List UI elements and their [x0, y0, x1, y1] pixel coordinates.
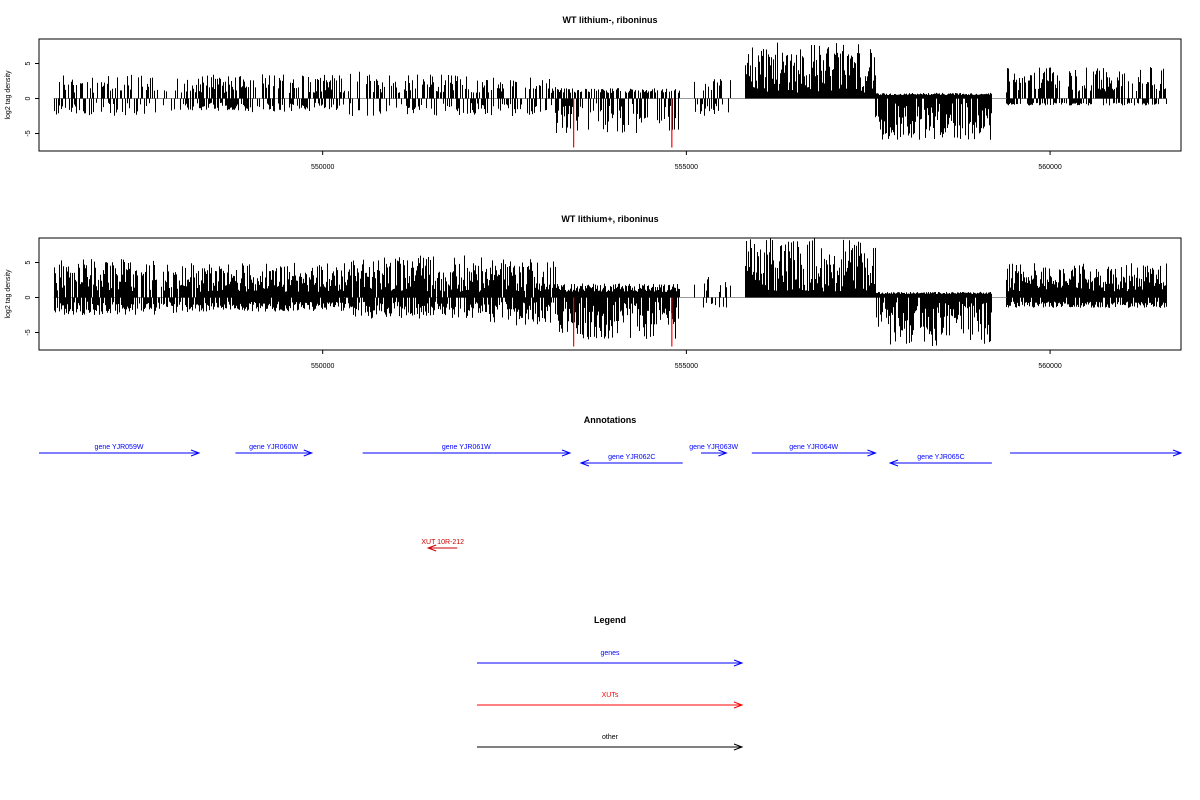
gene-feature: gene YJR064W — [751, 444, 877, 457]
legend-item: XUTs — [477, 692, 744, 709]
y-tick-label: 0 — [25, 295, 32, 299]
legend-title: Legend — [594, 615, 626, 625]
density-bars — [53, 238, 1167, 347]
gene-arrow-arrowhead — [561, 449, 572, 457]
legend: Legend genes XUTs other — [477, 615, 744, 751]
y-tick-label: 5 — [25, 61, 32, 65]
feature-label: gene YJR059W — [95, 444, 144, 451]
gene-feature: gene YJR062C — [579, 454, 683, 467]
gene-arrow-arrowhead — [579, 459, 590, 467]
feature-list: gene YJR059W gene YJR060W gene YJR061W gene… — [39, 444, 1183, 552]
feature-label: gene YJR064W — [789, 444, 838, 451]
gene-arrow-arrowhead — [867, 449, 877, 457]
feature-label: XUT 10R-212 — [421, 539, 464, 546]
gene-feature: gene YJR061W — [362, 444, 572, 457]
feature-label: gene YJR061W — [442, 444, 491, 451]
x-tick-label: 560000 — [1038, 363, 1061, 370]
gene-arrow-arrowhead — [718, 449, 728, 457]
panel-title: WT lithium+, riboninus — [561, 214, 658, 224]
gene-feature: gene YJR065C — [888, 454, 992, 467]
legend-label: other — [602, 734, 619, 741]
gene-feature — [1010, 449, 1183, 457]
gene-arrow-arrowhead — [303, 449, 314, 457]
x-tick-label: 555000 — [675, 363, 698, 370]
x-tick-label: 555000 — [675, 164, 698, 171]
density-bars — [53, 42, 1167, 148]
y-tick-label: -5 — [25, 130, 32, 136]
track-panel-lithium-minus: WT lithium-, riboninus log2 tag density … — [5, 15, 1182, 171]
gene-feature: gene YJR063W — [689, 444, 738, 457]
feature-label: gene YJR065C — [917, 454, 964, 461]
y-axis-label: log2 tag density — [5, 70, 12, 120]
x-axis: 550000 555000 560000 — [311, 151, 1062, 171]
feature-label: gene YJR063W — [689, 444, 738, 451]
gene-arrow-arrowhead — [1172, 449, 1183, 457]
plot-frame — [38, 237, 1182, 351]
x-tick-label: 550000 — [311, 164, 334, 171]
legend-label: genes — [600, 650, 620, 657]
plot-frame — [38, 38, 1182, 152]
y-tick-label: -5 — [25, 329, 32, 335]
xut-arrow-arrowhead — [426, 544, 437, 552]
y-axis-label: log2 tag density — [5, 269, 12, 319]
annotations-title: Annotations — [584, 415, 637, 425]
y-tick-label: 0 — [25, 96, 32, 100]
x-tick-label: 550000 — [311, 363, 334, 370]
y-axis: -5 0 5 — [25, 260, 39, 336]
x-axis: 550000 555000 560000 — [311, 350, 1062, 370]
legend-item: other — [477, 734, 744, 751]
legend-arrow-arrowhead — [733, 743, 744, 751]
y-axis: -5 0 5 — [25, 61, 39, 137]
panel-title: WT lithium-, riboninus — [563, 15, 658, 25]
legend-arrow-arrowhead — [733, 701, 744, 709]
gene-arrow-arrowhead — [190, 449, 201, 457]
legend-label: XUTs — [602, 692, 619, 699]
gene-feature: gene YJR059W — [39, 444, 201, 457]
x-tick-label: 560000 — [1038, 164, 1061, 171]
annotations-track: Annotations gene YJR059W gene YJR060W gene… — [39, 415, 1183, 552]
legend-arrow-arrowhead — [733, 659, 744, 667]
track-panel-lithium-plus: WT lithium+, riboninus log2 tag density … — [5, 214, 1182, 370]
legend-item: genes — [477, 650, 744, 667]
feature-label: gene YJR062C — [608, 454, 655, 461]
feature-label: gene YJR060W — [249, 444, 298, 451]
xut-feature: XUT 10R-212 — [421, 539, 464, 552]
gene-arrow-arrowhead — [888, 459, 899, 467]
gene-feature: gene YJR060W — [235, 444, 314, 457]
y-tick-label: 5 — [25, 260, 32, 264]
legend-items: genes XUTs other — [477, 650, 744, 751]
